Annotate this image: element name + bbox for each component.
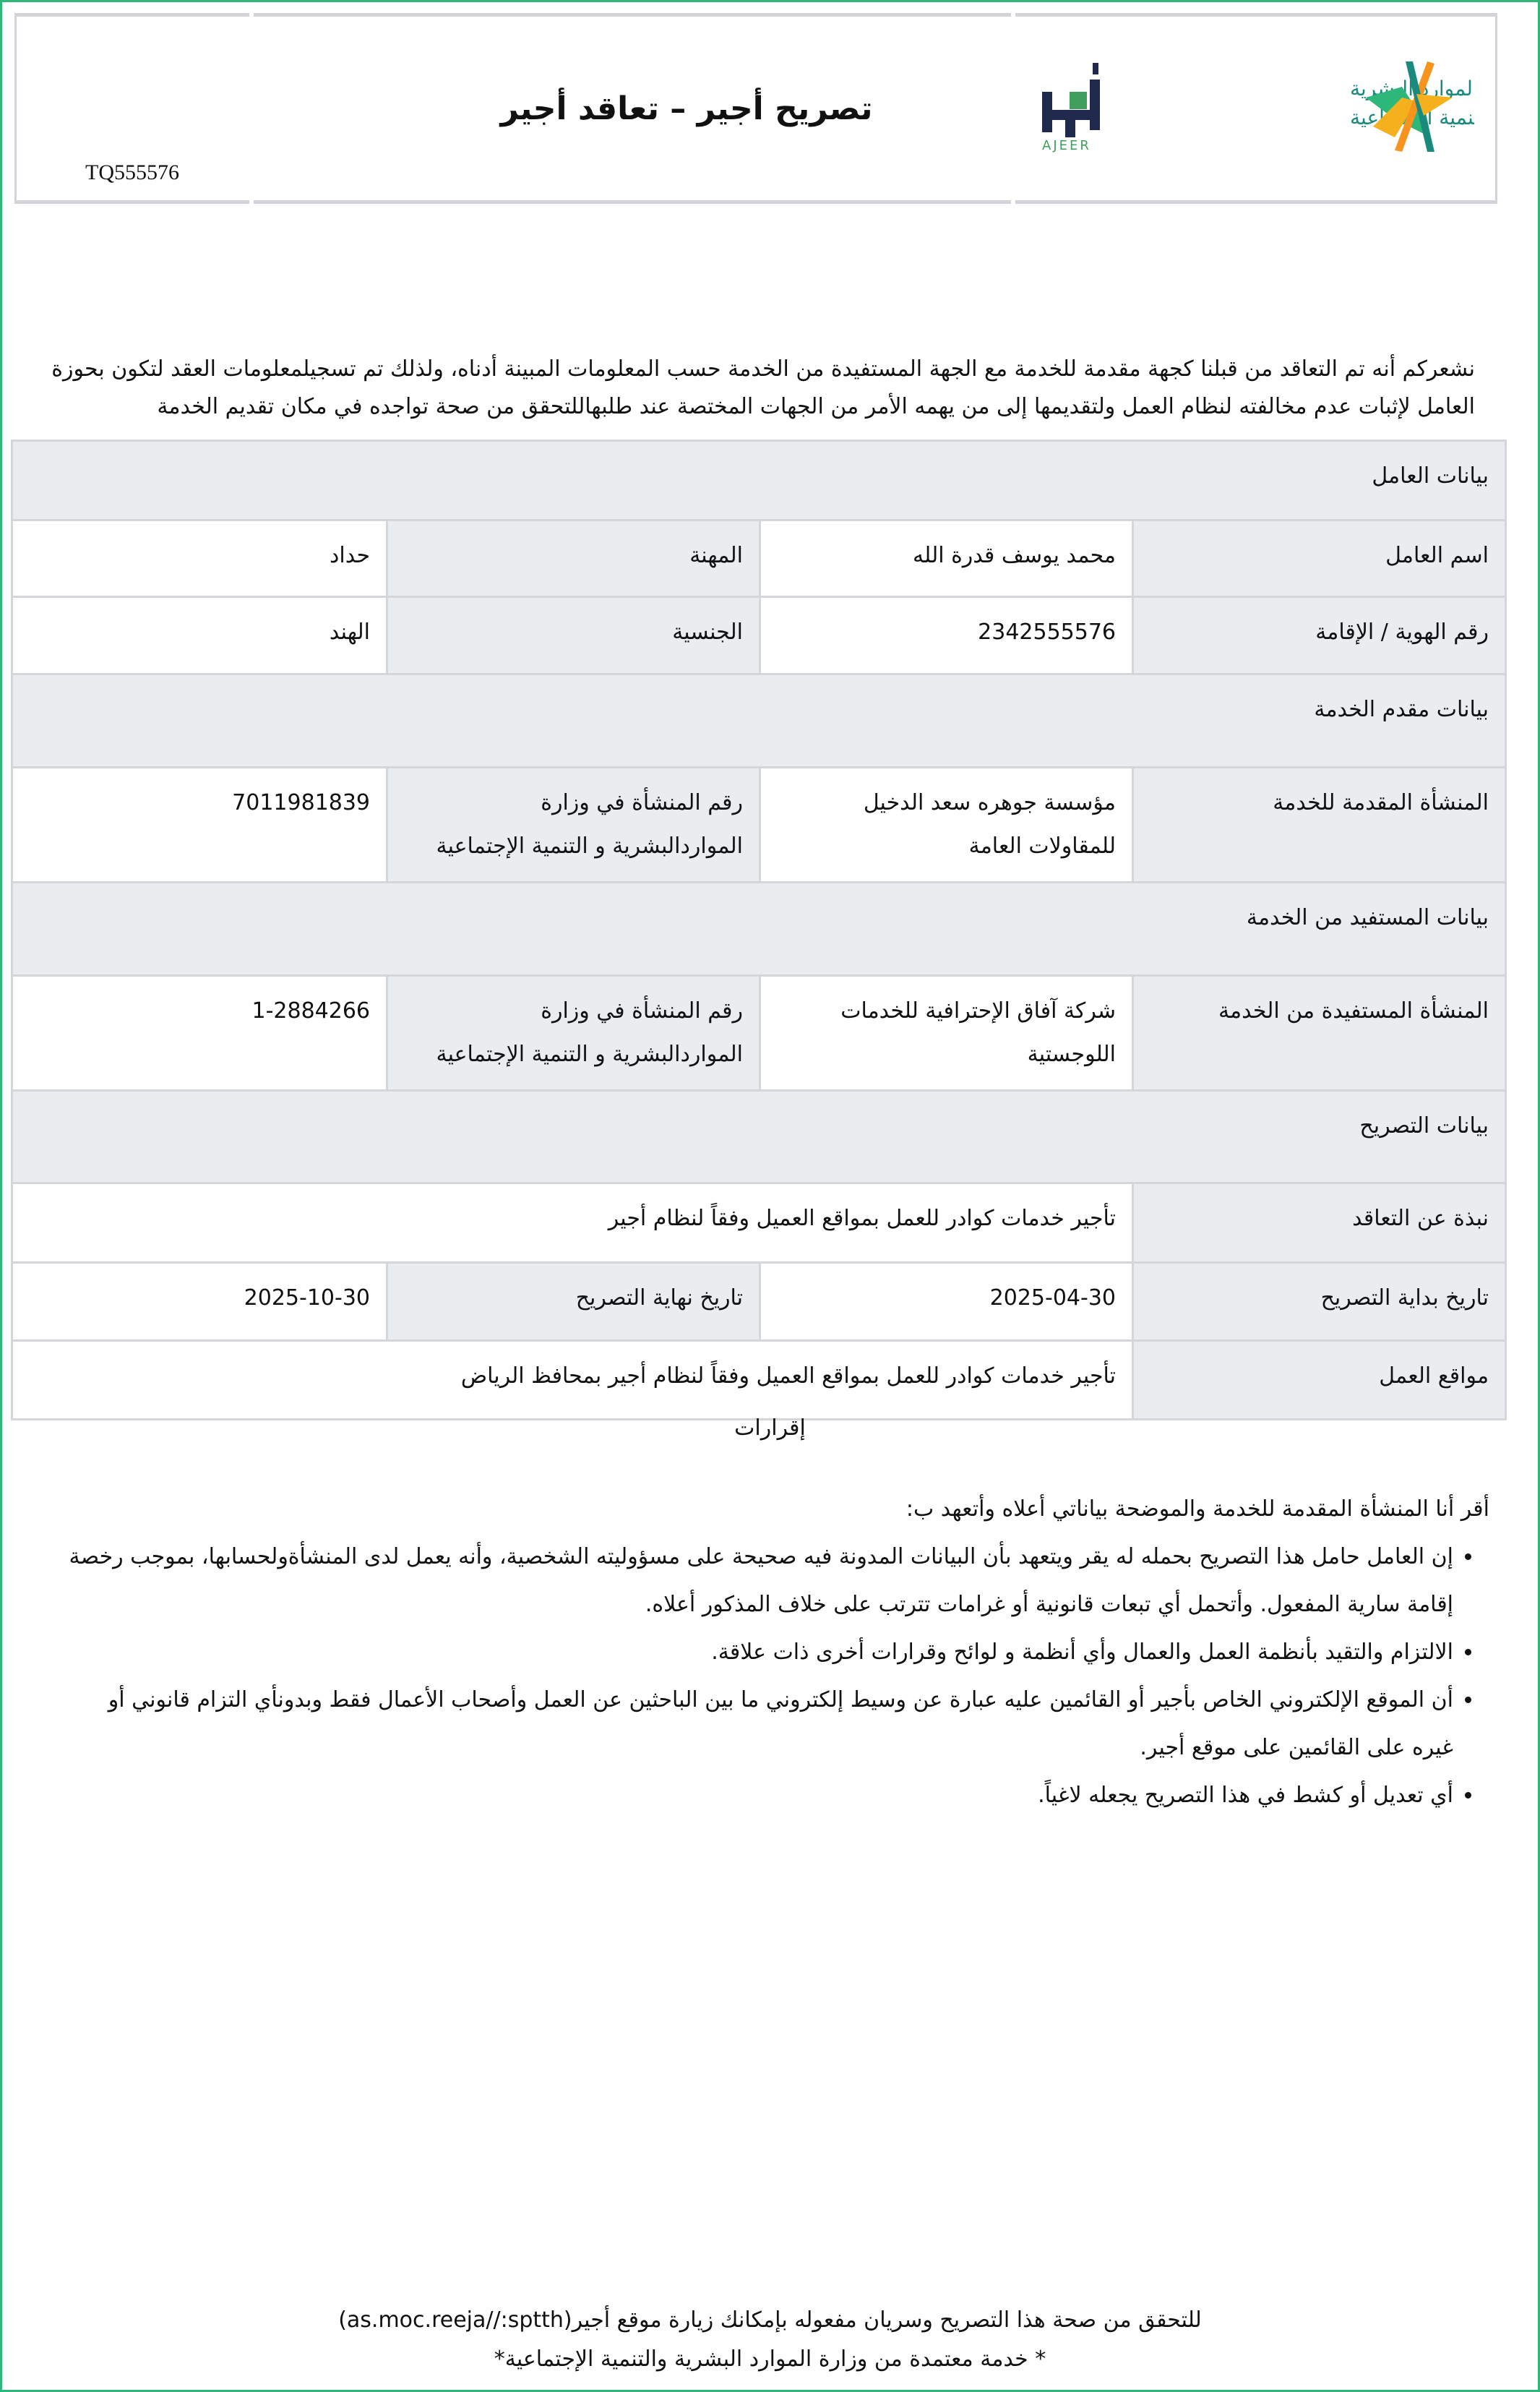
- start-date-label: تاريخ بداية التصريح: [1132, 1261, 1507, 1342]
- job-label: المهنة: [386, 519, 762, 598]
- section-title: بيانات التصريح: [1359, 1113, 1489, 1139]
- hrsd-logo: الموارد البشرية والتنمية الاجتماعية: [1350, 61, 1474, 152]
- work-sites-label: مواقع العمل: [1132, 1339, 1507, 1420]
- beneficiary-number-label: رقم المنشأة في وزارة المواردالبشرية و ال…: [386, 974, 762, 1092]
- work-sites: تأجير خدمات كوادر للعمل بمواقع العميل وف…: [10, 1339, 1135, 1420]
- section-beneficiary: بيانات المستفيد من الخدمة: [10, 881, 1507, 977]
- nationality-value: الهند: [10, 596, 389, 675]
- permit-table: بيانات العامل اسم العامل محمد يوسف قدرة …: [10, 440, 1507, 1420]
- declaration-item: الالتزام والتقيد بأنظمة العمل والعمال وأ…: [65, 1629, 1453, 1676]
- declaration-item: إن العامل حامل هذا التصريح بحمله له يقر …: [65, 1533, 1453, 1629]
- declaration-item: أن الموقع الإلكتروني الخاص بأجير أو القا…: [65, 1676, 1453, 1772]
- end-date: 2025-10-30: [10, 1261, 389, 1342]
- intro-paragraph: نشعركم أنه تم التعاقد من قبلنا كجهة مقدم…: [51, 356, 1475, 419]
- id-value: 2342555576: [759, 596, 1135, 675]
- declarations-heading: إقرارات: [734, 1415, 806, 1441]
- section-title: بيانات العامل: [1372, 463, 1489, 489]
- declarations-intro: أقر أنا المنشأة المقدمة للخدمة والموضحة …: [905, 1496, 1489, 1522]
- provider-org-label: المنشأة المقدمة للخدمة: [1132, 766, 1507, 883]
- provider-number-label: رقم المنشأة في وزارة المواردالبشرية و ال…: [386, 766, 762, 883]
- svg-text:AJEER: AJEER: [1042, 138, 1091, 153]
- contract-about: تأجير خدمات كوادر للعمل بمواقع العميل وف…: [10, 1182, 1135, 1264]
- job-value: حداد: [10, 519, 389, 598]
- verify-note: للتحقق من صحة هذا التصريح وسريان مفعوله …: [338, 2307, 1202, 2333]
- provider-org: مؤسسة جوهره سعد الدخيل للمقاولات العامة: [759, 766, 1135, 883]
- end-date-label: تاريخ نهاية التصريح: [386, 1261, 762, 1342]
- section-title: بيانات المستفيد من الخدمة: [1246, 905, 1489, 930]
- beneficiary-org-label: المنشأة المستفيدة من الخدمة: [1132, 974, 1507, 1092]
- provider-number: 7011981839: [10, 766, 389, 883]
- contract-about-label: نبذة عن التعاقد: [1132, 1182, 1507, 1264]
- section-provider: بيانات مقدم الخدمة: [10, 673, 1507, 768]
- header-box: [14, 13, 1497, 204]
- header-divider: [1011, 13, 1015, 204]
- permit-code: TQ555576: [85, 160, 179, 184]
- ajeer-logo: AJEER: [1042, 63, 1100, 153]
- declarations: أقر أنا المنشأة المقدمة للخدمة والموضحة …: [65, 1486, 1489, 1819]
- section-title: بيانات مقدم الخدمة: [1314, 697, 1489, 722]
- worker-name: محمد يوسف قدرة الله: [759, 519, 1135, 598]
- worker-name-label: اسم العامل: [1132, 519, 1507, 598]
- header-divider: [249, 13, 254, 204]
- page-title: تصريح أجير – تعاقد أجير: [500, 90, 873, 127]
- beneficiary-number: 1-2884266: [10, 974, 389, 1092]
- section-permit: بيانات التصريح: [10, 1089, 1507, 1184]
- approval-note: * خدمة معتمدة من وزارة الموارد البشرية و…: [494, 2346, 1046, 2372]
- declaration-item: أي تعديل أو كشط في هذا التصريح يجعله لاغ…: [65, 1772, 1453, 1819]
- nationality-label: الجنسية: [386, 596, 762, 675]
- section-worker: بيانات العامل: [10, 440, 1507, 521]
- start-date: 2025-04-30: [759, 1261, 1135, 1342]
- id-label: رقم الهوية / الإقامة: [1132, 596, 1507, 675]
- beneficiary-org: شركة آفاق الإحترافية للخدمات اللوجستية: [759, 974, 1135, 1092]
